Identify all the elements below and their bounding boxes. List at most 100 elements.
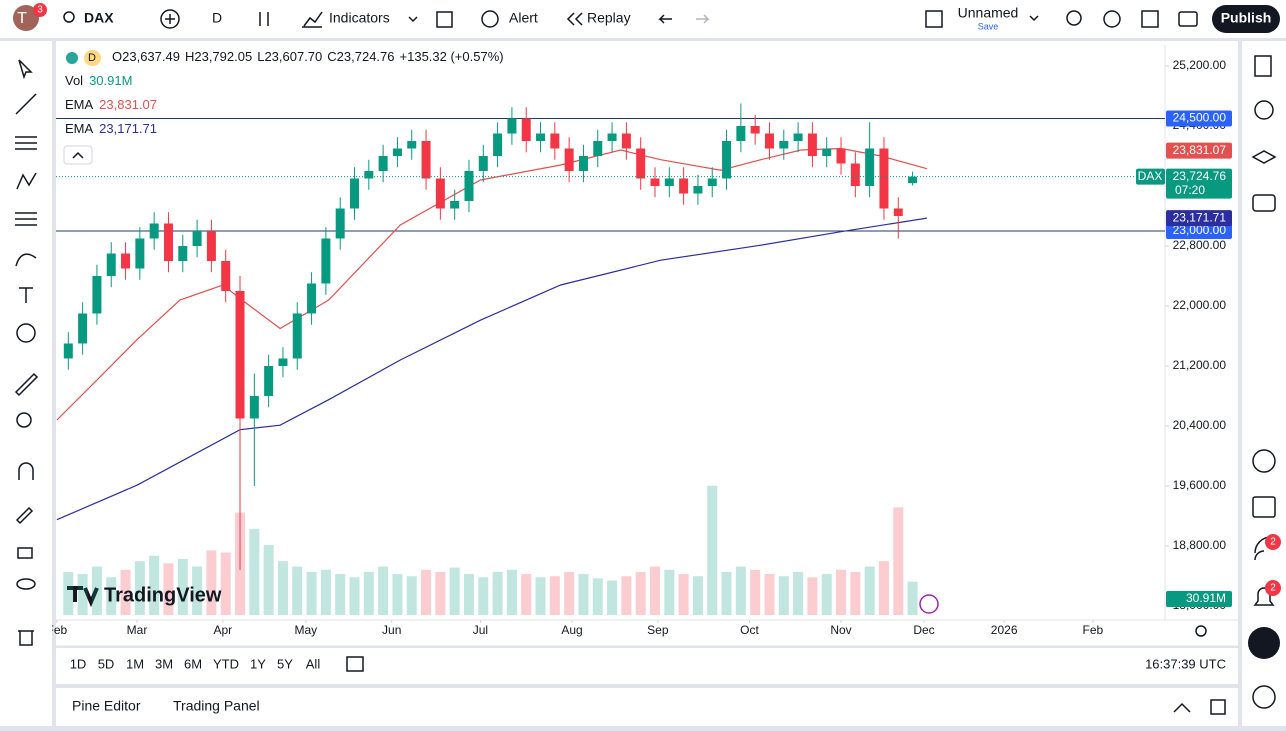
- volume-bar: [263, 545, 274, 615]
- ema-legend: EMA 23,171.71: [65, 121, 157, 136]
- avatar[interactable]: [13, 5, 39, 31]
- redo[interactable]: [696, 14, 710, 24]
- candle-body: [722, 140, 732, 179]
- replay[interactable]: Replay: [587, 10, 631, 26]
- collapse-panel[interactable]: [1173, 702, 1191, 713]
- volume-bar: [306, 571, 317, 615]
- candle-body: [307, 283, 317, 314]
- products-menu[interactable]: [1248, 627, 1280, 659]
- text-part: 23,724.76: [337, 49, 395, 64]
- timeframe[interactable]: 1D: [70, 656, 87, 671]
- timeframe[interactable]: 1M: [126, 656, 144, 671]
- line-tool[interactable]: [15, 93, 37, 115]
- collapse-legend[interactable]: [63, 145, 93, 165]
- notification-count: [1265, 580, 1281, 596]
- timeframe[interactable]: All: [306, 656, 321, 671]
- add-symbol[interactable]: [160, 9, 180, 29]
- publish-button[interactable]: [1212, 5, 1280, 33]
- ema-label: 23,831.07: [1173, 143, 1227, 157]
- candle-body: [779, 140, 789, 149]
- candle-body: [507, 118, 517, 134]
- templates[interactable]: [436, 11, 453, 28]
- layout-icon[interactable]: [925, 10, 943, 28]
- quick-search[interactable]: [1066, 10, 1082, 26]
- alerts-panel[interactable]: [1254, 100, 1274, 120]
- timeframe[interactable]: 3M: [155, 656, 173, 671]
- text-part: 23,792.05: [194, 49, 252, 64]
- volume-bar: [492, 571, 503, 615]
- snapshot[interactable]: [1178, 11, 1198, 27]
- volume-bar: [564, 571, 575, 615]
- alert[interactable]: Alert: [509, 10, 538, 26]
- date-range[interactable]: [346, 656, 364, 672]
- hide-tool[interactable]: [16, 578, 36, 590]
- timeframe[interactable]: 6M: [184, 656, 202, 671]
- clock[interactable]: 16:37:39 UTC: [1145, 656, 1226, 671]
- panel-tab[interactable]: Pine Editor: [72, 698, 141, 714]
- fullscreen[interactable]: [1141, 10, 1159, 28]
- cursor-tool[interactable]: [18, 59, 33, 80]
- volume-bar: [621, 576, 632, 615]
- text-tool[interactable]: [19, 287, 33, 303]
- volume-bar: [664, 569, 675, 615]
- interval[interactable]: D: [212, 10, 222, 26]
- candle-body: [521, 118, 531, 141]
- zoom-tool[interactable]: [16, 412, 32, 428]
- save[interactable]: Save: [978, 21, 999, 31]
- dropdown[interactable]: [408, 16, 418, 23]
- symbol[interactable]: DAX: [84, 10, 114, 26]
- maximize-panel[interactable]: [1210, 699, 1226, 715]
- axis-settings[interactable]: [1195, 625, 1207, 637]
- timeframe[interactable]: 1Y: [250, 656, 266, 671]
- sidebar-badge: 2: [1270, 537, 1276, 548]
- calendar[interactable]: [1252, 496, 1276, 518]
- pattern-tool[interactable]: [16, 172, 37, 190]
- layers[interactable]: [1251, 150, 1277, 164]
- search-icon[interactable]: [63, 11, 75, 23]
- event-marker[interactable]: [919, 594, 939, 614]
- volume-bar: [635, 571, 646, 615]
- publish[interactable]: Publish: [1221, 10, 1272, 26]
- fib-tool[interactable]: [15, 136, 37, 150]
- chart-type[interactable]: [259, 12, 269, 26]
- drawing-tools: [14, 55, 1277, 715]
- timeframe[interactable]: 5Y: [277, 656, 293, 671]
- right-sidebar: [1242, 41, 1286, 726]
- x-tick-label: Jul: [473, 623, 488, 637]
- indicators[interactable]: Indicators: [329, 10, 390, 26]
- panel-tab[interactable]: Trading Panel: [173, 698, 260, 714]
- volume-bar: [91, 566, 102, 615]
- stay-drawing[interactable]: [15, 506, 34, 525]
- explore[interactable]: [1252, 449, 1276, 473]
- forecast-tool[interactable]: [15, 212, 37, 226]
- volume-label: 30.91M: [1186, 591, 1226, 605]
- undo[interactable]: [658, 14, 672, 24]
- watchlist[interactable]: [1254, 55, 1272, 77]
- candle-body: [793, 133, 803, 141]
- timeframe[interactable]: YTD: [213, 656, 239, 671]
- candle-body: [335, 208, 345, 239]
- ruler-tool[interactable]: [14, 372, 39, 397]
- delete-tool[interactable]: [18, 630, 34, 646]
- magnet-tool[interactable]: [18, 462, 34, 480]
- candle-body: [178, 245, 188, 261]
- candle-body: [435, 178, 445, 209]
- layout-name[interactable]: Unnamed: [958, 5, 1019, 21]
- candle-body: [636, 148, 646, 179]
- volume-bar: [349, 577, 360, 615]
- help[interactable]: [1252, 685, 1276, 709]
- chat[interactable]: [1252, 194, 1276, 212]
- layout-dropdown[interactable]: [1029, 15, 1039, 22]
- timeframe[interactable]: 5D: [98, 656, 115, 671]
- candle-body: [321, 238, 331, 284]
- lock-tool[interactable]: [17, 547, 33, 559]
- ohlc-legend: O23,637.49 H23,792.05 L23,607.70 C23,724.76…: [112, 49, 504, 64]
- brush-tool[interactable]: [15, 253, 37, 267]
- candle-body: [149, 223, 159, 239]
- volume-bar: [578, 574, 589, 615]
- candle-body: [536, 133, 546, 141]
- settings[interactable]: [1103, 10, 1121, 28]
- icon-tool[interactable]: [16, 323, 36, 343]
- symbol-badge: DAX: [1138, 169, 1163, 183]
